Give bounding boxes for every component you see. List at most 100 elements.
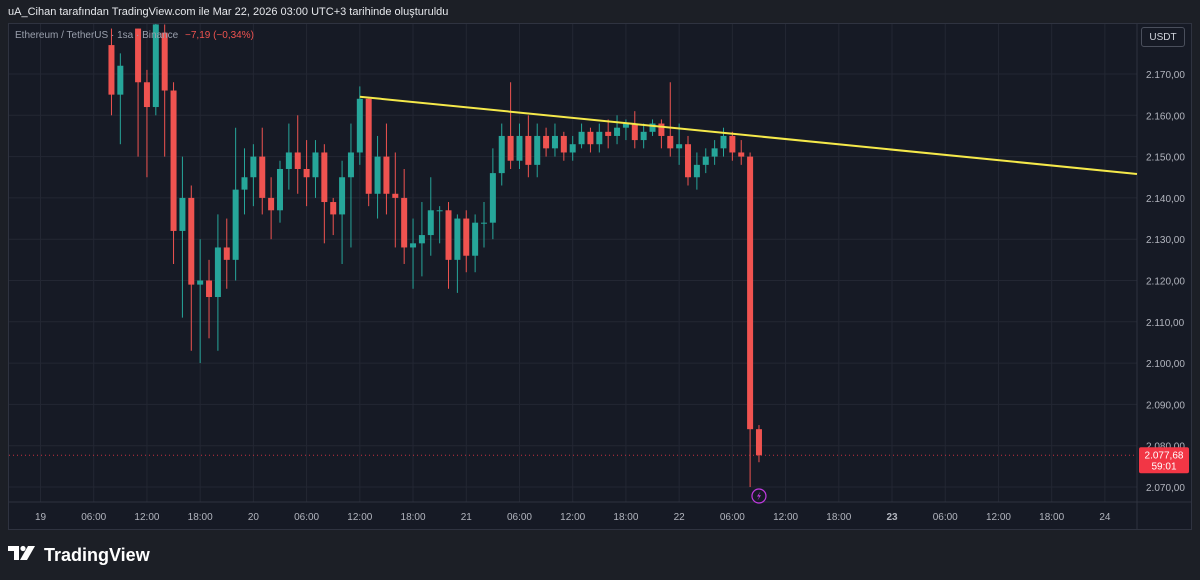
candle-body[interactable] bbox=[276, 168, 283, 211]
candle-body[interactable] bbox=[303, 168, 310, 178]
x-tick-label: 12:00 bbox=[560, 512, 585, 523]
candle-body[interactable] bbox=[347, 152, 354, 178]
candle-body[interactable] bbox=[312, 152, 319, 178]
x-tick-label: 20 bbox=[248, 512, 260, 523]
x-tick-label: 12:00 bbox=[986, 512, 1011, 523]
candle-body[interactable] bbox=[285, 152, 292, 169]
x-tick-label: 06:00 bbox=[720, 512, 745, 523]
candle-body[interactable] bbox=[676, 144, 683, 149]
candle-body[interactable] bbox=[436, 210, 443, 212]
candle-body[interactable] bbox=[685, 144, 692, 178]
candle-body[interactable] bbox=[569, 144, 576, 153]
tradingview-logo-icon bbox=[8, 545, 36, 566]
candle-body[interactable] bbox=[560, 135, 567, 153]
candle-body[interactable] bbox=[454, 218, 461, 260]
candle-body[interactable] bbox=[410, 243, 417, 248]
candle-body[interactable] bbox=[418, 235, 425, 244]
candle-body[interactable] bbox=[711, 148, 718, 157]
x-tick-label: 12:00 bbox=[773, 512, 798, 523]
candle-body[interactable] bbox=[188, 197, 195, 285]
candle-body[interactable] bbox=[321, 152, 328, 203]
candle-body[interactable] bbox=[543, 135, 550, 149]
candle-body[interactable] bbox=[392, 193, 399, 198]
candle-body[interactable] bbox=[206, 280, 213, 298]
candle-body[interactable] bbox=[161, 32, 168, 91]
candle-body[interactable] bbox=[232, 189, 239, 260]
candle-body[interactable] bbox=[250, 156, 257, 178]
last-price-badge bbox=[1139, 447, 1189, 474]
candle-body[interactable] bbox=[489, 173, 496, 223]
candle-body[interactable] bbox=[534, 135, 541, 165]
candle-body[interactable] bbox=[268, 197, 275, 211]
candle-body[interactable] bbox=[223, 247, 230, 260]
candle-body[interactable] bbox=[365, 98, 372, 194]
candle-body[interactable] bbox=[463, 218, 470, 256]
y-tick-label: 2.170,00 bbox=[1146, 70, 1185, 81]
candle-body[interactable] bbox=[614, 127, 621, 136]
candle-body[interactable] bbox=[143, 82, 150, 108]
chart-panel[interactable]: 2.170,00 2.160,00 2.150,00 2.140,00 2.130,00… bbox=[8, 23, 1192, 530]
candle-body[interactable] bbox=[498, 135, 505, 174]
candle-body[interactable] bbox=[631, 123, 638, 141]
y-tick-label: 2.110,00 bbox=[1146, 318, 1185, 329]
x-tick-label: 19 bbox=[35, 512, 47, 523]
candle-body[interactable] bbox=[596, 131, 603, 145]
candle-body[interactable] bbox=[135, 28, 142, 83]
candle-body[interactable] bbox=[214, 247, 221, 298]
candle-body[interactable] bbox=[427, 210, 434, 236]
candle-body[interactable] bbox=[445, 210, 452, 260]
candle-body[interactable] bbox=[667, 135, 674, 149]
candle-body[interactable] bbox=[117, 65, 124, 95]
currency-button[interactable]: USDT bbox=[1141, 27, 1185, 47]
x-tick-label: 12:00 bbox=[347, 512, 372, 523]
candle-body[interactable] bbox=[401, 197, 408, 248]
symbol-title[interactable]: Ethereum / TetherUS · 1sa · Binance bbox=[15, 30, 179, 41]
candle-body[interactable] bbox=[197, 280, 204, 285]
candle-body[interactable] bbox=[472, 222, 479, 256]
x-tick-label: 06:00 bbox=[933, 512, 958, 523]
x-tick-label: 18:00 bbox=[188, 512, 213, 523]
candle-body[interactable] bbox=[294, 152, 301, 169]
candle-body[interactable] bbox=[738, 152, 745, 157]
y-tick-label: 2.140,00 bbox=[1146, 194, 1185, 205]
candle-body[interactable] bbox=[649, 123, 656, 132]
candle-body[interactable] bbox=[356, 98, 363, 153]
candle-body[interactable] bbox=[374, 156, 381, 194]
symbol-legend[interactable]: Ethereum / TetherUS · 1sa · Binance −7,1… bbox=[15, 30, 254, 41]
candle-body[interactable] bbox=[259, 156, 266, 198]
candle-body[interactable] bbox=[241, 177, 248, 190]
candle-body[interactable] bbox=[507, 135, 514, 161]
candle-body[interactable] bbox=[481, 222, 487, 224]
candle-body[interactable] bbox=[587, 131, 594, 145]
candle-body[interactable] bbox=[702, 156, 709, 165]
candle-body[interactable] bbox=[747, 156, 754, 430]
candle-body[interactable] bbox=[755, 429, 762, 456]
y-tick-label: 2.080,00 bbox=[1146, 442, 1185, 453]
candle-body[interactable] bbox=[383, 156, 390, 194]
tradingview-brand[interactable]: TradingView bbox=[8, 545, 150, 566]
candle-body[interactable] bbox=[729, 135, 736, 153]
candle-body[interactable] bbox=[578, 131, 585, 145]
y-tick-label: 2.120,00 bbox=[1146, 277, 1185, 288]
candle-body[interactable] bbox=[658, 123, 665, 136]
candle-body[interactable] bbox=[108, 45, 115, 95]
price-change: −7,19 (−0,34%) bbox=[185, 30, 254, 41]
candle-body[interactable] bbox=[693, 164, 700, 178]
candle-body[interactable] bbox=[720, 135, 727, 149]
candle-body[interactable] bbox=[622, 123, 629, 128]
candle-body[interactable] bbox=[179, 197, 186, 231]
x-tick-label: 06:00 bbox=[507, 512, 532, 523]
candle-body[interactable] bbox=[525, 135, 532, 165]
candle-body[interactable] bbox=[640, 131, 647, 141]
candle-body[interactable] bbox=[152, 24, 159, 108]
candle-body[interactable] bbox=[516, 135, 523, 161]
price-chart[interactable]: 2.170,00 2.160,00 2.150,00 2.140,00 2.130,00… bbox=[9, 24, 1191, 529]
trendline[interactable] bbox=[359, 95, 1138, 175]
candle-body[interactable] bbox=[339, 177, 346, 215]
x-tick-label: 18:00 bbox=[613, 512, 638, 523]
candle-body[interactable] bbox=[605, 131, 612, 136]
candle-body[interactable] bbox=[330, 202, 337, 215]
candle-body[interactable] bbox=[551, 135, 558, 149]
candle-body[interactable] bbox=[170, 90, 177, 231]
y-tick-label: 2.160,00 bbox=[1146, 111, 1185, 122]
